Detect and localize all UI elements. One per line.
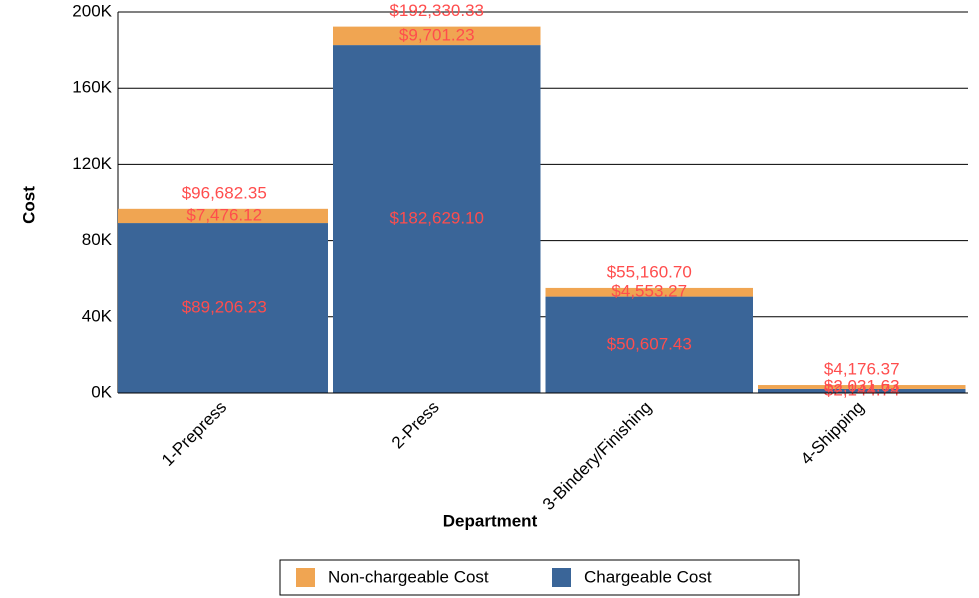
bar-segment	[758, 385, 966, 389]
value-label: $89,206.23	[182, 298, 267, 317]
value-label: $4,553.27	[611, 282, 687, 301]
value-label: $9,701.23	[399, 25, 475, 44]
x-tick-label: 3-Bindery/Finishing	[539, 398, 655, 514]
legend-label: Chargeable Cost	[584, 567, 712, 586]
x-tick-label: 4-Shipping	[797, 398, 868, 469]
legend-swatch	[552, 568, 571, 587]
x-tick-label: 1-Prepress	[158, 398, 230, 470]
bar-segment	[118, 223, 328, 393]
y-tick-label: 0K	[91, 382, 112, 401]
x-axis-label: Department	[443, 511, 538, 530]
total-label: $55,160.70	[607, 262, 692, 281]
value-label: $182,629.10	[389, 209, 484, 228]
total-label: $192,330.33	[389, 1, 484, 20]
value-label: $50,607.43	[607, 334, 692, 353]
x-tick-label: 2-Press	[388, 398, 443, 453]
y-axis-label: Cost	[19, 186, 38, 224]
legend-label: Non-chargeable Cost	[328, 567, 489, 586]
bar-segment	[333, 45, 541, 394]
legend-swatch	[296, 568, 315, 587]
bar-segment	[545, 296, 753, 393]
bar-segment	[333, 26, 541, 46]
total-label: $96,682.35	[182, 183, 267, 202]
y-tick-label: 120K	[72, 154, 112, 173]
legend-box	[279, 559, 800, 596]
value-label: $2,144.74	[824, 380, 900, 399]
value-label: $2,031.63	[824, 376, 900, 395]
bar-segment	[118, 208, 328, 224]
bar-segment	[545, 287, 753, 297]
y-tick-label: 200K	[72, 1, 112, 20]
value-label: $7,476.12	[186, 205, 262, 224]
y-tick-label: 80K	[82, 230, 113, 249]
y-tick-label: 160K	[72, 78, 112, 97]
bar-segment	[758, 388, 966, 393]
total-label: $4,176.37	[824, 360, 900, 379]
y-tick-label: 40K	[82, 306, 113, 325]
